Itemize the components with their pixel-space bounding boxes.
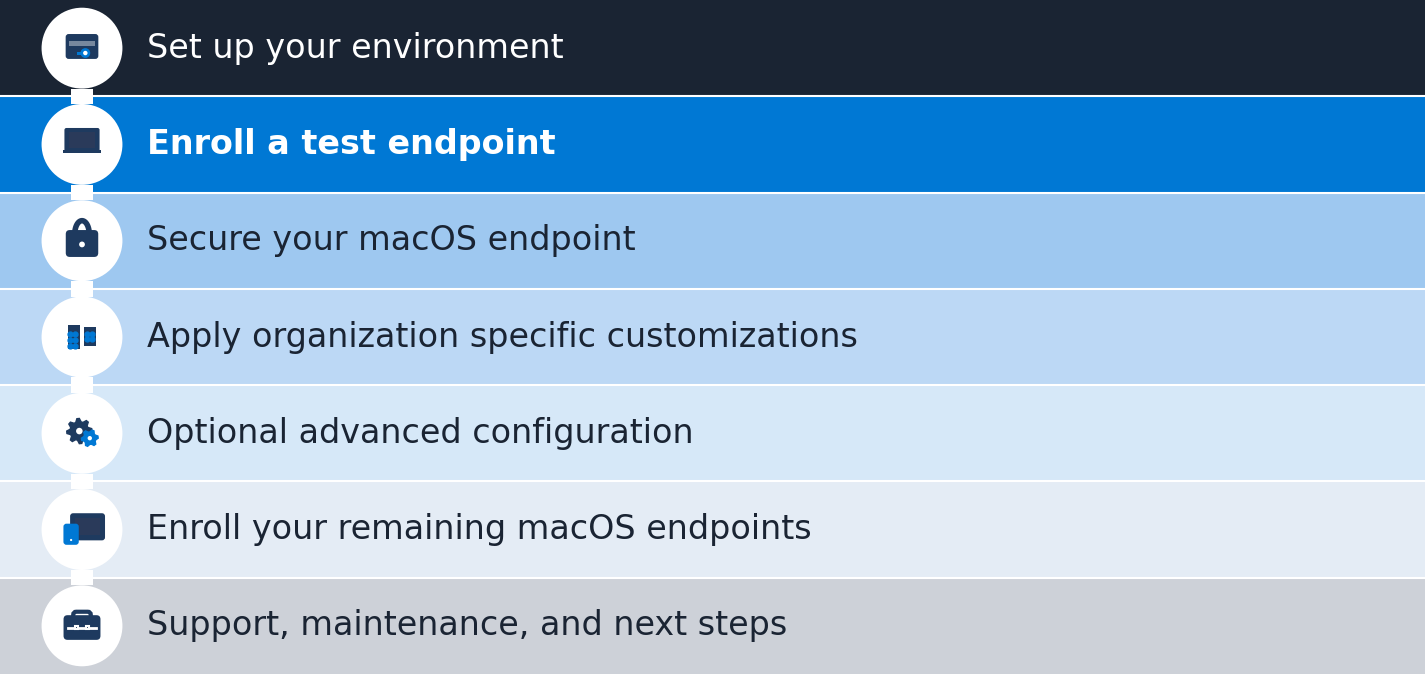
Circle shape (80, 48, 90, 58)
Circle shape (41, 586, 123, 667)
FancyBboxPatch shape (76, 518, 100, 535)
FancyBboxPatch shape (66, 34, 98, 59)
Circle shape (80, 241, 85, 247)
Circle shape (76, 428, 83, 434)
Bar (86, 626, 88, 629)
Circle shape (87, 436, 93, 440)
FancyBboxPatch shape (68, 131, 95, 148)
Bar (76, 626, 78, 629)
Circle shape (83, 51, 87, 55)
Circle shape (41, 489, 123, 570)
FancyBboxPatch shape (66, 230, 98, 257)
Polygon shape (81, 430, 98, 446)
Circle shape (70, 539, 73, 541)
Bar (71, 281, 93, 297)
Bar (0, 578, 1425, 674)
Circle shape (41, 393, 123, 474)
Bar (71, 474, 93, 489)
Polygon shape (67, 419, 93, 443)
FancyBboxPatch shape (64, 524, 78, 545)
Bar (77, 52, 86, 55)
FancyBboxPatch shape (70, 513, 105, 541)
Bar (67, 325, 80, 349)
Text: Apply organization specific customizations: Apply organization specific customizatio… (147, 321, 858, 353)
Bar (71, 377, 93, 393)
FancyBboxPatch shape (64, 128, 100, 152)
Bar (84, 328, 97, 346)
Bar (0, 289, 1425, 385)
Bar (71, 570, 93, 586)
Bar (0, 193, 1425, 289)
FancyBboxPatch shape (64, 615, 100, 640)
Bar (68, 41, 95, 46)
Bar (0, 96, 1425, 193)
Circle shape (41, 200, 123, 281)
Circle shape (41, 297, 123, 377)
Bar (71, 88, 93, 104)
Bar (71, 185, 93, 200)
Text: Enroll a test endpoint: Enroll a test endpoint (147, 128, 556, 161)
Text: Set up your environment: Set up your environment (147, 32, 564, 65)
Text: Optional advanced configuration: Optional advanced configuration (147, 417, 694, 450)
Text: Enroll your remaining macOS endpoints: Enroll your remaining macOS endpoints (147, 513, 812, 546)
Bar (63, 150, 101, 152)
Text: Support, maintenance, and next steps: Support, maintenance, and next steps (147, 609, 788, 642)
Bar (0, 0, 1425, 96)
Bar (0, 481, 1425, 578)
Circle shape (41, 104, 123, 185)
Bar (0, 385, 1425, 481)
Bar (84, 537, 85, 540)
Circle shape (41, 7, 123, 88)
Text: Secure your macOS endpoint: Secure your macOS endpoint (147, 224, 636, 257)
